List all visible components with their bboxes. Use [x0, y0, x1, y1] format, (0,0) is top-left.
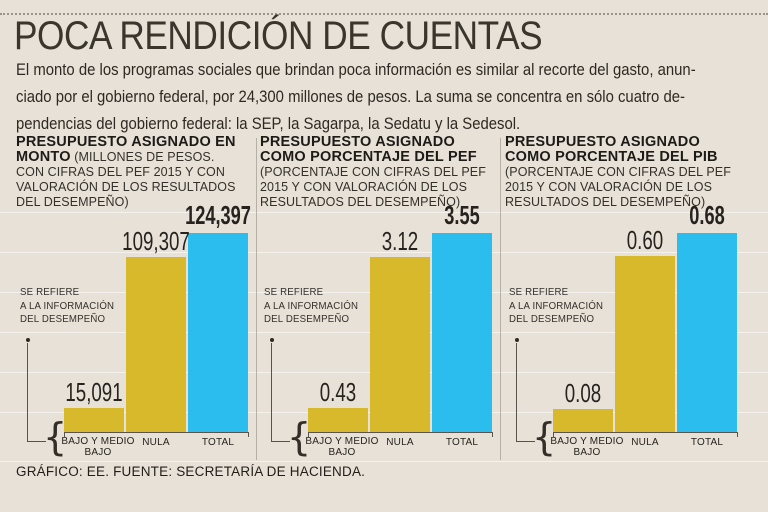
panel-header: PRESUPUESTO ASIGNADO COMO PORCENTAJE DEL… — [260, 135, 488, 210]
value-label: 3.12 — [381, 226, 419, 256]
value-label: 15,091 — [65, 377, 123, 407]
chart-panel-pef: PRESUPUESTO ASIGNADO COMO PORCENTAJE DEL… — [260, 135, 500, 470]
category-label: TOTAL — [201, 437, 235, 448]
bar-bajo-y-medio-bajo — [553, 409, 613, 432]
gridline — [0, 252, 768, 253]
panel-title: PRESUPUESTO ASIGNADO COMO PORCENTAJE DEL… — [505, 134, 718, 165]
value-label: 0.60 — [626, 225, 664, 255]
x-axis — [64, 432, 249, 433]
category-label: TOTAL — [690, 437, 724, 448]
annotation-dot — [515, 338, 519, 342]
panel-title: PRESUPUESTO ASIGNADO COMO PORCENTAJE DEL… — [260, 134, 477, 165]
value-label: 109,307 — [122, 226, 190, 256]
top-dotted-rule — [0, 13, 768, 15]
curly-brace: { — [532, 415, 557, 459]
annotation-connector — [271, 441, 290, 442]
category-label: BAJO Y MEDIO BAJO — [61, 436, 135, 458]
annotation-line: A LA INFORMACIÓN — [264, 299, 359, 312]
bar-total — [432, 233, 492, 432]
bar-nula — [370, 257, 430, 432]
bar-chart: 15,091 109,307 124,397 — [64, 202, 251, 432]
panel-divider — [256, 138, 257, 460]
axis-tick — [492, 432, 493, 437]
annotation-connector — [27, 441, 46, 442]
value-label: 0.43 — [319, 377, 357, 407]
annotation-se-refiere: SE REFIERE A LA INFORMACIÓN DEL DESEMPEÑ… — [264, 286, 358, 327]
value-label: 3.55 — [444, 200, 480, 230]
annotation-connector — [516, 343, 517, 442]
chart-panel-monto: PRESUPUESTO ASIGNADO EN MONTO (MILLONES … — [16, 135, 256, 470]
gridline — [0, 212, 768, 213]
annotation-connector — [27, 343, 28, 442]
gridline — [0, 461, 768, 462]
curly-brace: { — [287, 415, 312, 459]
curly-brace: { — [43, 415, 68, 459]
annotation-connector — [271, 343, 272, 442]
annotation-line: A LA INFORMACIÓN — [509, 299, 604, 312]
bar-chart: 0.08 0.60 0.68 — [553, 202, 737, 432]
panel-subtitle: (PORCENTAJE CON CIFRAS DEL PEF 2015 Y CO… — [505, 165, 731, 209]
category-label: NULA — [386, 437, 414, 448]
bar-chart: 0.43 3.12 3.55 — [308, 202, 492, 432]
axis-tick — [553, 432, 554, 437]
bar-total — [188, 233, 248, 432]
annotation-line: DEL DESEMPEÑO — [264, 313, 350, 325]
annotation-line: DEL DESEMPEÑO — [20, 313, 106, 325]
bar-bajo-y-medio-bajo — [308, 408, 368, 432]
annotation-dot — [26, 338, 30, 342]
axis-tick — [64, 432, 65, 437]
annotation-connector — [516, 441, 535, 442]
annotation-se-refiere: SE REFIERE A LA INFORMACIÓN DEL DESEMPEÑ… — [20, 286, 114, 327]
bar-nula — [615, 256, 675, 432]
annotation-line: DEL DESEMPEÑO — [509, 313, 595, 325]
annotation-line: SE REFIERE — [264, 286, 324, 298]
chart-panel-pib: PRESUPUESTO ASIGNADO COMO PORCENTAJE DEL… — [505, 135, 745, 470]
panel-header: PRESUPUESTO ASIGNADO EN MONTO (MILLONES … — [16, 135, 244, 210]
category-label: BAJO Y MEDIO BAJO — [550, 436, 624, 458]
annotation-se-refiere: SE REFIERE A LA INFORMACIÓN DEL DESEMPEÑ… — [509, 286, 603, 327]
value-label: 0.68 — [689, 200, 725, 230]
intro-line: El monto de los programas sociales que b… — [16, 60, 696, 79]
source-credit: GRÁFICO: EE. FUENTE: SECRETARÍA DE HACIE… — [16, 464, 366, 479]
intro-line: pendencias del gobierno federal: la SEP,… — [16, 114, 521, 133]
bar-nula — [126, 257, 186, 432]
annotation-dot — [270, 338, 274, 342]
intro-paragraph: El monto de los programas sociales que b… — [16, 56, 696, 137]
panel-header: PRESUPUESTO ASIGNADO COMO PORCENTAJE DEL… — [505, 135, 733, 210]
x-axis — [553, 432, 738, 433]
annotation-line: SE REFIERE — [20, 286, 80, 298]
annotation-line: A LA INFORMACIÓN — [20, 299, 115, 312]
panel-subtitle: (PORCENTAJE CON CIFRAS DEL PEF 2015 Y CO… — [260, 165, 486, 209]
panel-divider — [500, 138, 501, 460]
axis-tick — [308, 432, 309, 437]
category-label: TOTAL — [445, 437, 479, 448]
annotation-line: SE REFIERE — [509, 286, 569, 298]
x-axis — [308, 432, 493, 433]
bar-bajo-y-medio-bajo — [64, 408, 124, 432]
intro-line: ciado por el gobierno federal, por 24,30… — [16, 87, 685, 106]
panel-title: PRESUPUESTO ASIGNADO EN MONTO — [16, 134, 236, 165]
category-label: BAJO Y MEDIO BAJO — [305, 436, 379, 458]
category-label: NULA — [631, 437, 659, 448]
axis-tick — [248, 432, 249, 437]
value-label: 0.08 — [564, 378, 602, 408]
bar-total — [677, 233, 737, 432]
category-label: NULA — [142, 437, 170, 448]
axis-tick — [737, 432, 738, 437]
value-label: 124,397 — [185, 200, 251, 230]
panel-subtitle: (MILLONES DE PESOS. CON CIFRAS DEL PEF 2… — [16, 150, 236, 209]
page-title: POCA RENDICIÓN DE CUENTAS — [14, 14, 543, 58]
